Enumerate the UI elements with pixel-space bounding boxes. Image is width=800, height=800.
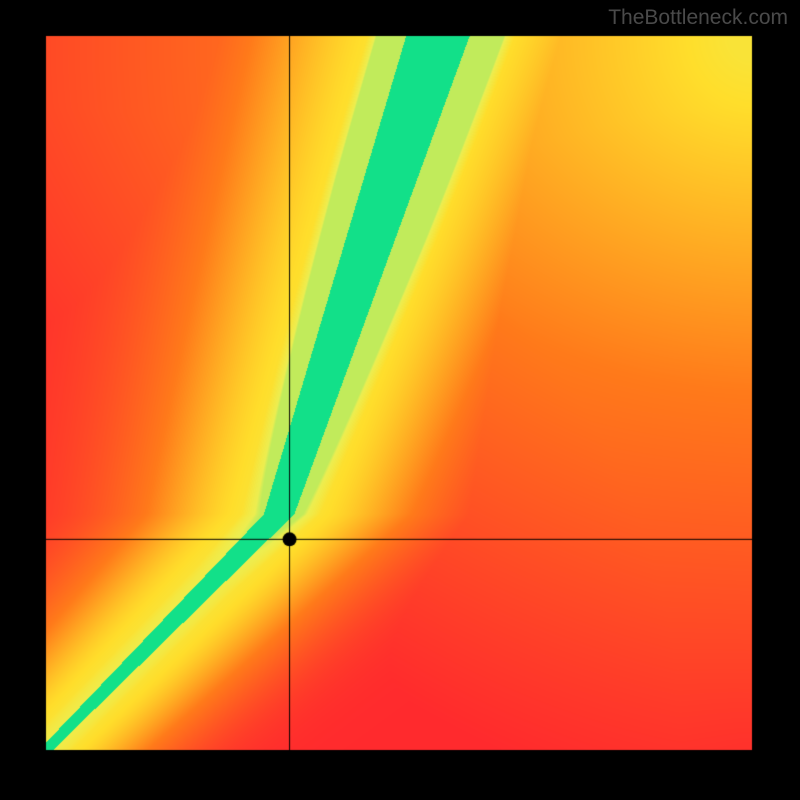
- watermark-text: TheBottleneck.com: [608, 6, 788, 30]
- bottleneck-heatmap: [0, 0, 800, 800]
